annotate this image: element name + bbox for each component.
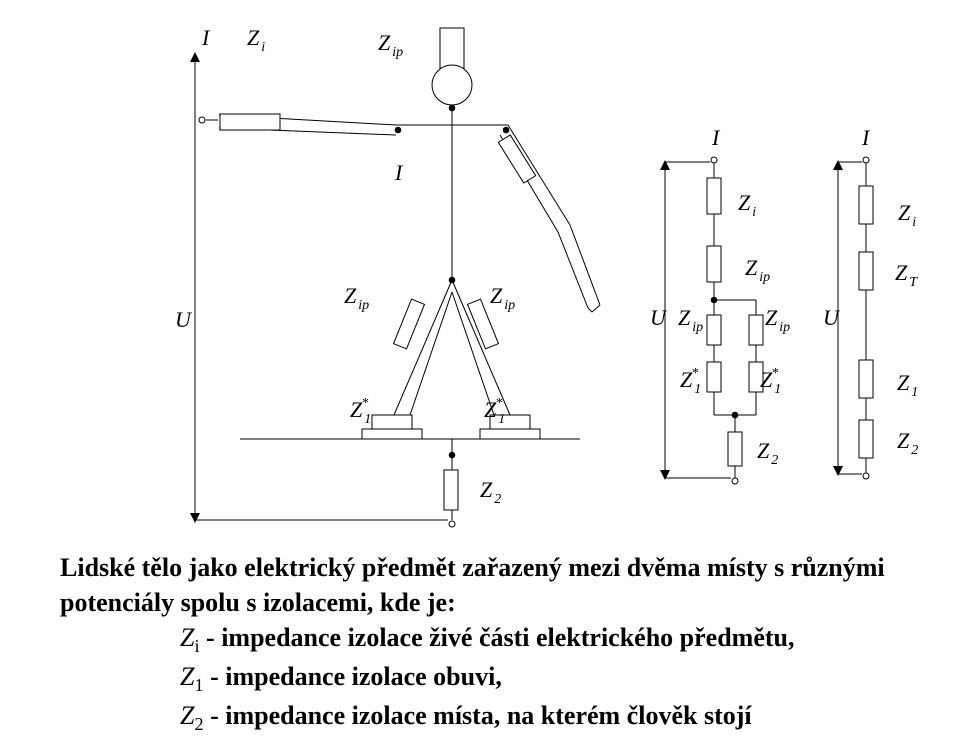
svg-text:Zip: Zip (745, 255, 770, 285)
svg-text:Zi: Zi (247, 25, 265, 55)
caption-z1: Z1 - impedance izolace obuvi, (60, 659, 900, 698)
svg-text:Zi: Zi (738, 190, 756, 220)
caption-z2: Z2 - impedance izolace místa, na kterém … (60, 698, 900, 736)
svg-text:Zip: Zip (378, 30, 403, 60)
diagram-svg: I Zi Zip I I I Zi Zi Zip ZT Zip Zip U U U Zip Zip Z1* Z1* Z… (0, 0, 960, 540)
svg-text:Zip: Zip (344, 283, 369, 313)
svg-text:I: I (394, 160, 404, 185)
caption-block: Lidské tělo jako elektrický předmět zařa… (60, 550, 900, 736)
svg-text:Zip: Zip (765, 305, 790, 335)
svg-text:Z1*: Z1* (350, 396, 371, 427)
svg-text:ZT: ZT (895, 260, 918, 290)
svg-text:Z2: Z2 (757, 438, 778, 468)
svg-text:U: U (650, 305, 668, 330)
svg-text:U: U (175, 307, 193, 332)
caption-bold: Lidské tělo jako elektrický předmět zařa… (60, 553, 885, 617)
caption-zi: Zi - impedance izolace živé části elektr… (60, 620, 900, 659)
svg-text:I: I (861, 125, 871, 150)
svg-text:Zi: Zi (898, 200, 916, 230)
svg-text:Z1*: Z1* (680, 366, 701, 397)
svg-text:Z2: Z2 (480, 477, 501, 507)
svg-text:Zip: Zip (678, 305, 703, 335)
svg-text:Z1: Z1 (897, 370, 918, 400)
svg-text:Zip: Zip (490, 283, 515, 313)
svg-text:I: I (201, 25, 211, 50)
svg-text:I: I (711, 125, 721, 150)
svg-text:Z2: Z2 (897, 428, 918, 458)
svg-text:U: U (823, 305, 841, 330)
